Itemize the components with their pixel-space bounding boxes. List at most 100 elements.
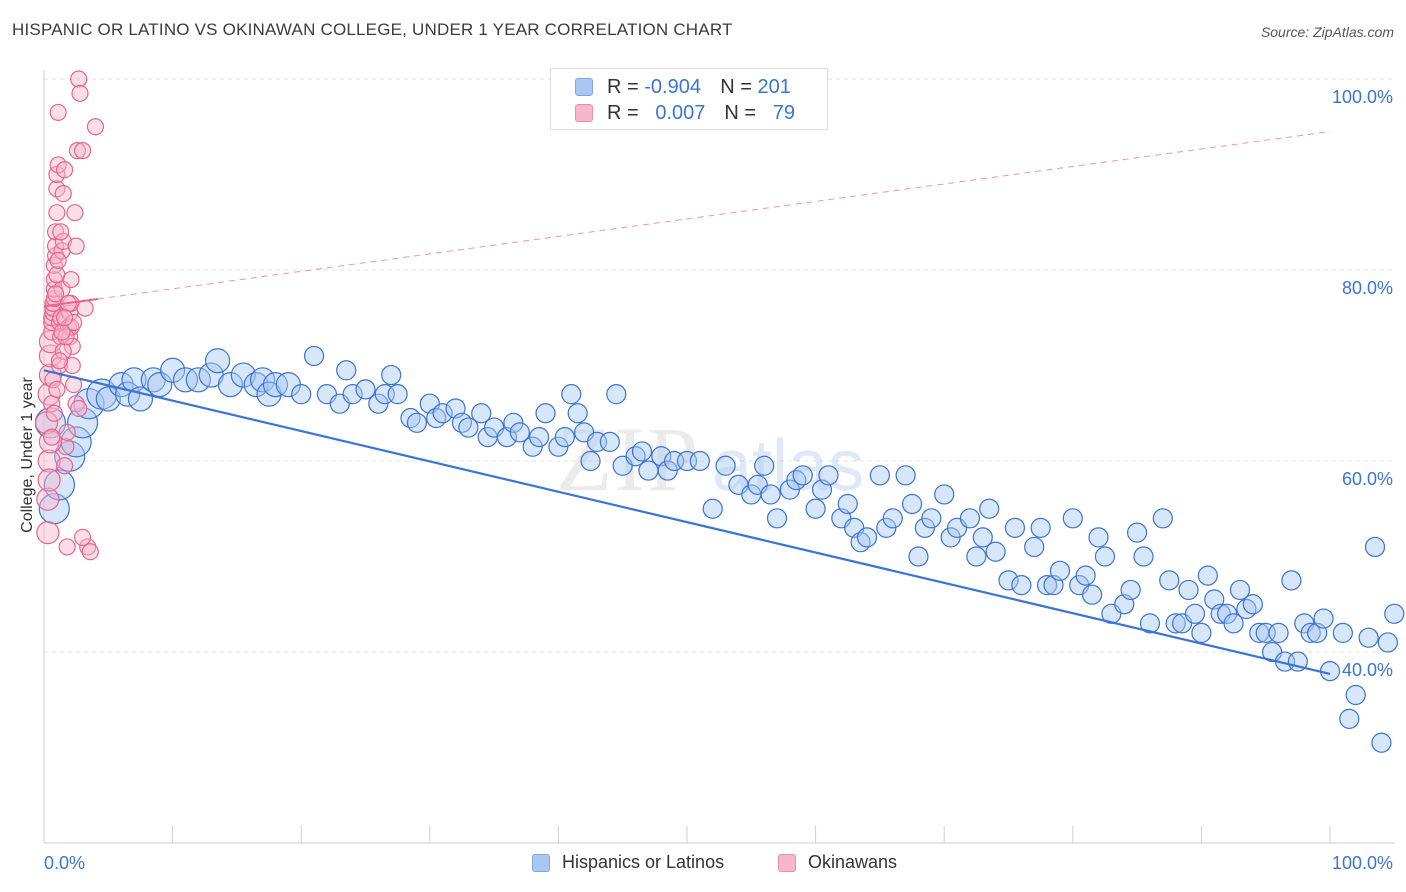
data-point bbox=[1120, 579, 1141, 601]
data-point bbox=[38, 430, 63, 454]
data-point bbox=[908, 546, 929, 567]
data-point bbox=[1133, 546, 1154, 567]
data-point bbox=[70, 399, 88, 418]
data-point bbox=[1377, 632, 1398, 653]
watermark-atlas: atlas bbox=[712, 426, 864, 506]
data-point bbox=[185, 367, 211, 393]
data-point bbox=[262, 372, 289, 398]
data-point bbox=[1281, 570, 1302, 591]
data-point bbox=[1075, 565, 1096, 586]
data-point bbox=[458, 417, 479, 438]
data-point bbox=[760, 484, 781, 505]
data-point bbox=[48, 380, 66, 398]
data-point bbox=[48, 204, 66, 222]
data-point bbox=[1358, 627, 1379, 648]
data-point bbox=[250, 367, 276, 393]
data-point bbox=[1049, 560, 1071, 581]
legend-r-value: -0.904 bbox=[644, 75, 701, 98]
data-point bbox=[606, 384, 627, 405]
data-point bbox=[73, 528, 92, 547]
data-point bbox=[561, 384, 582, 405]
legend-swatch-blue bbox=[575, 78, 593, 96]
bottom-legend-swatch-blue bbox=[532, 853, 550, 872]
bottom-legend-okinawans: Okinawans bbox=[778, 852, 897, 873]
data-point bbox=[81, 543, 99, 561]
legend-r-label: R = bbox=[607, 101, 639, 124]
data-point bbox=[1229, 579, 1251, 601]
data-point bbox=[1384, 603, 1405, 624]
data-point bbox=[172, 367, 199, 393]
data-point bbox=[303, 345, 325, 367]
y-tick-label: 40.0% bbox=[1342, 660, 1393, 680]
trend-line-hispanics bbox=[43, 369, 1331, 676]
data-point bbox=[567, 403, 588, 424]
data-point bbox=[355, 379, 376, 400]
data-point bbox=[58, 538, 76, 556]
data-point bbox=[52, 223, 70, 241]
data-point bbox=[1152, 508, 1173, 529]
data-point bbox=[406, 412, 428, 433]
data-point bbox=[535, 403, 556, 424]
data-point bbox=[45, 404, 63, 422]
bottom-legend-label: Okinawans bbox=[808, 852, 898, 872]
legend-row-hispanics: R = -0.904 N = 201 bbox=[575, 75, 791, 99]
legend-n-label: N = bbox=[720, 75, 752, 98]
data-point bbox=[68, 142, 87, 160]
bottom-legend-label: Hispanics or Latinos bbox=[562, 852, 725, 872]
data-point bbox=[921, 508, 942, 529]
data-point bbox=[966, 546, 987, 567]
data-point bbox=[66, 204, 84, 222]
data-point bbox=[1313, 608, 1334, 629]
data-point bbox=[62, 318, 80, 336]
x-tick-label-min: 0.0% bbox=[44, 853, 85, 873]
data-point bbox=[387, 384, 408, 405]
data-point bbox=[792, 465, 813, 486]
data-point bbox=[529, 427, 550, 448]
data-point bbox=[1024, 536, 1045, 558]
trend-line-okinawans-dashed bbox=[97, 131, 1331, 300]
data-point bbox=[54, 342, 72, 360]
data-point bbox=[934, 484, 955, 505]
chart-title: HISPANIC OR LATINO VS OKINAWAN COLLEGE, … bbox=[12, 20, 733, 39]
data-point bbox=[67, 395, 85, 413]
data-point bbox=[37, 382, 61, 406]
trend-line-okinawans-solid bbox=[43, 297, 99, 308]
data-point bbox=[818, 465, 839, 486]
data-point bbox=[46, 285, 65, 303]
data-point bbox=[1332, 622, 1353, 644]
data-point bbox=[631, 441, 653, 462]
y-tick-label: 100.0% bbox=[1332, 87, 1393, 107]
data-point bbox=[1364, 536, 1386, 558]
data-point bbox=[64, 313, 83, 332]
y-tick-label: 60.0% bbox=[1342, 469, 1393, 489]
data-point bbox=[79, 538, 97, 556]
data-point bbox=[291, 384, 312, 405]
data-point bbox=[554, 427, 575, 448]
data-point bbox=[702, 498, 723, 519]
data-point bbox=[1165, 613, 1186, 634]
data-point bbox=[1159, 570, 1180, 591]
data-point bbox=[230, 362, 256, 388]
data-point bbox=[1139, 613, 1161, 634]
data-point bbox=[1242, 594, 1263, 615]
data-point bbox=[998, 570, 1019, 591]
axes bbox=[43, 70, 1395, 844]
data-point bbox=[599, 431, 620, 452]
data-point bbox=[38, 344, 63, 368]
data-point bbox=[1339, 708, 1360, 729]
data-point bbox=[754, 455, 775, 476]
data-point bbox=[882, 508, 903, 529]
data-point bbox=[381, 364, 402, 386]
data-point bbox=[86, 118, 105, 136]
series-hispanics-points bbox=[34, 345, 1405, 753]
data-point bbox=[979, 498, 1000, 519]
legend-n-value: 201 bbox=[757, 75, 791, 98]
series-okinawans-points bbox=[34, 70, 105, 561]
x-tick-label-max: 100.0% bbox=[1332, 853, 1393, 873]
watermark: ZIP atlas bbox=[556, 408, 864, 510]
legend-row-okinawans: R = 0.007 N = 79 bbox=[575, 101, 795, 125]
data-point bbox=[53, 323, 71, 341]
stats-legend: R = -0.904 N = 201 R = 0.007 N = 79 bbox=[550, 68, 828, 130]
data-point bbox=[580, 450, 601, 472]
